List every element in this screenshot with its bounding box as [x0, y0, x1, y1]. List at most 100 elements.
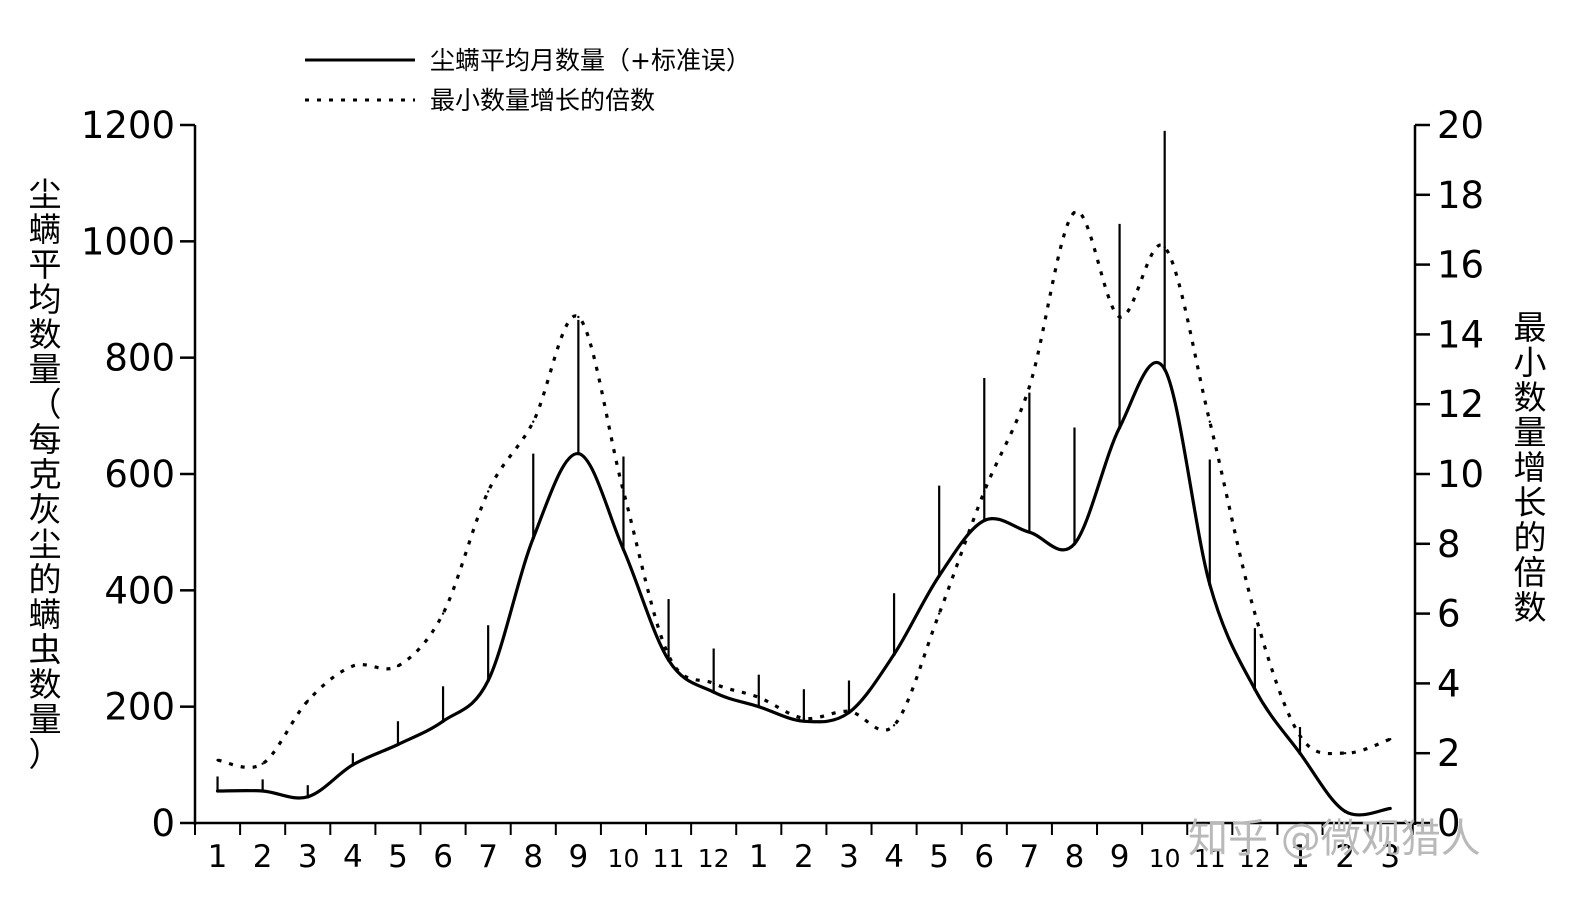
- growth-fold-point: [1163, 245, 1166, 249]
- right-tick-label: 0: [1437, 802, 1461, 845]
- x-tick-label: 3: [1380, 839, 1400, 875]
- mite-count-point: [1027, 530, 1031, 534]
- axis-title-char: 倍: [1514, 553, 1547, 592]
- x-tick-label: 2: [253, 839, 273, 875]
- legend-label-mite-count: 尘螨平均月数量（+标准误）: [430, 46, 751, 75]
- axis-title-char: 的: [29, 560, 62, 599]
- growth-fold-point: [1028, 385, 1031, 388]
- mite-count-point: [1253, 687, 1257, 691]
- axis-title-char: 小: [1514, 343, 1547, 382]
- right-tick-label: 16: [1437, 244, 1484, 287]
- x-tick-label: 1: [749, 839, 769, 875]
- growth-fold-point: [441, 612, 445, 615]
- growth-fold-point: [1343, 752, 1347, 755]
- growth-fold-point: [577, 315, 580, 319]
- mite-count-point: [1208, 582, 1212, 587]
- right-tick-label: 10: [1437, 453, 1484, 496]
- legend-label-growth-fold: 最小数量增长的倍数: [430, 86, 655, 115]
- growth-fold-point: [1298, 734, 1302, 737]
- left-tick-label: 600: [104, 453, 175, 496]
- left-tick-label: 200: [104, 686, 175, 729]
- x-tick-label: 6: [433, 839, 453, 875]
- mite-count-point: [531, 536, 535, 540]
- x-tick-label: 1: [1290, 839, 1310, 875]
- mite-count-point: [666, 658, 671, 662]
- growth-fold-point: [306, 699, 309, 703]
- mite-count-point: [802, 719, 806, 723]
- x-tick-label: 7: [478, 839, 498, 875]
- mite-count-point: [261, 789, 265, 793]
- axis-title-char: 螨: [29, 210, 62, 249]
- mite-count-point: [351, 763, 355, 767]
- growth-fold-point: [1118, 315, 1121, 319]
- x-tick-label: 3: [298, 839, 318, 875]
- growth-fold-point: [1253, 612, 1257, 615]
- left-tick-label: 1200: [81, 104, 175, 147]
- axes: [180, 123, 1430, 835]
- x-tick-label: 11: [1194, 844, 1226, 873]
- x-tick-label: 10: [608, 844, 640, 873]
- watermark: 知乎 @微观猎人: [1188, 816, 1481, 862]
- axis-title-char: 量: [29, 700, 62, 739]
- mite-count-point: [1072, 542, 1077, 546]
- x-tick-label: 12: [1239, 844, 1271, 873]
- x-tick-label: 9: [1110, 839, 1130, 875]
- right-tick-label: 4: [1437, 662, 1461, 705]
- axis-title-char: 数: [1514, 378, 1547, 417]
- growth-fold-point: [1388, 738, 1392, 741]
- axis-title-char: 尘: [29, 175, 62, 214]
- axis-title-char: 每: [29, 420, 62, 459]
- x-tick-label: 7: [1020, 839, 1040, 875]
- growth-fold-point: [802, 717, 806, 720]
- series-line-mite-count: [217, 360, 1391, 817]
- mite-count-point: [486, 678, 490, 683]
- right-tick-label: 20: [1437, 104, 1484, 147]
- mite-count-point: [892, 652, 896, 656]
- mite-count-point: [306, 795, 310, 799]
- axis-title-char: ）: [29, 735, 62, 774]
- mite-count-point: [576, 452, 580, 456]
- data-points: [215, 211, 1392, 813]
- growth-fold-point: [261, 762, 264, 765]
- growth-fold-point: [351, 664, 355, 668]
- x-tick-label: 2: [1335, 839, 1355, 875]
- x-tick-label: 11: [653, 844, 685, 873]
- axis-title-char: 量: [1514, 413, 1547, 452]
- growth-fold-point: [757, 696, 760, 699]
- axis-title-char: 螨: [29, 595, 62, 634]
- growth-fold-point: [983, 490, 986, 493]
- x-tick-label: 8: [523, 839, 543, 875]
- right-tick-label: 6: [1437, 593, 1461, 636]
- growth-fold-point: [712, 682, 715, 685]
- growth-fold-point: [486, 490, 490, 493]
- right-tick-label: 8: [1437, 523, 1461, 566]
- mite-count-point: [215, 789, 220, 793]
- mite-count-point: [757, 705, 761, 709]
- legend: 尘螨平均月数量（+标准误） 最小数量增长的倍数: [305, 46, 751, 115]
- mite-count-point: [937, 574, 941, 578]
- left-tick-label: 400: [104, 569, 175, 612]
- mite-count-point: [621, 548, 626, 552]
- x-tick-label: 9: [568, 839, 588, 875]
- growth-fold-point: [622, 490, 625, 493]
- axis-title-char: 量: [29, 350, 62, 389]
- error-bars: [216, 130, 1302, 797]
- x-tick-label: 12: [698, 844, 730, 873]
- x-tick-label: 6: [974, 839, 994, 875]
- mite-count-point: [982, 518, 986, 523]
- growth-fold-point: [847, 710, 851, 713]
- growth-fold-point: [216, 758, 219, 762]
- x-tick-label: 4: [884, 839, 904, 875]
- mite-count-point: [441, 719, 445, 723]
- left-axis-title: 尘螨平均数量（每克灰尘的螨虫数量）: [29, 175, 62, 774]
- mite-count-point: [1298, 751, 1302, 755]
- axis-title-char: 长: [1514, 483, 1547, 522]
- right-tick-label: 12: [1437, 383, 1484, 426]
- right-axis-title: 最小数量增长的倍数: [1514, 308, 1547, 627]
- growth-fold-point: [396, 664, 400, 668]
- right-tick-label: 14: [1437, 313, 1484, 356]
- axis-title-char: 增: [1514, 448, 1547, 487]
- right-tick-label: 18: [1437, 174, 1484, 217]
- x-tick-label: 5: [388, 839, 408, 875]
